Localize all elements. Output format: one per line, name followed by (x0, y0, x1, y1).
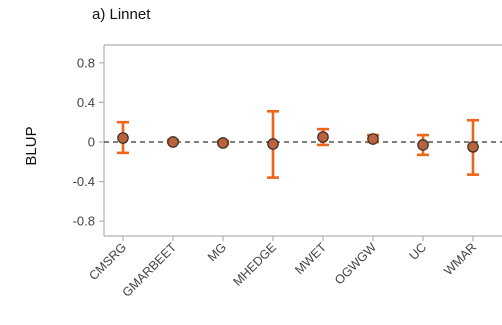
data-point (467, 141, 479, 153)
x-tick-label: MWET (292, 240, 329, 277)
data-point (117, 132, 129, 144)
data-point (267, 138, 279, 150)
data-point (367, 133, 379, 145)
x-tick-label: GMARBEET (120, 240, 180, 300)
y-axis-label: BLUP (23, 126, 40, 165)
y-tick-label: 0.4 (77, 95, 95, 110)
x-tick-label: MHEDGE (230, 240, 279, 289)
y-tick-label: -0.4 (73, 174, 95, 189)
y-tick-label: -0.8 (73, 214, 95, 229)
data-point (417, 139, 429, 151)
x-tick-label: MG (205, 240, 229, 264)
x-tick-label: OGWGW (332, 240, 379, 287)
x-tick-label: CMSRG (86, 240, 129, 283)
y-tick-label: 0.8 (77, 55, 95, 70)
y-tick-label: 0 (88, 134, 95, 149)
x-tick-label: UC (406, 240, 429, 263)
data-point (317, 131, 329, 143)
x-tick-label: WMAR (441, 240, 479, 278)
chart-title: a) Linnet (92, 6, 151, 23)
data-point (167, 136, 179, 148)
data-point (217, 137, 229, 149)
